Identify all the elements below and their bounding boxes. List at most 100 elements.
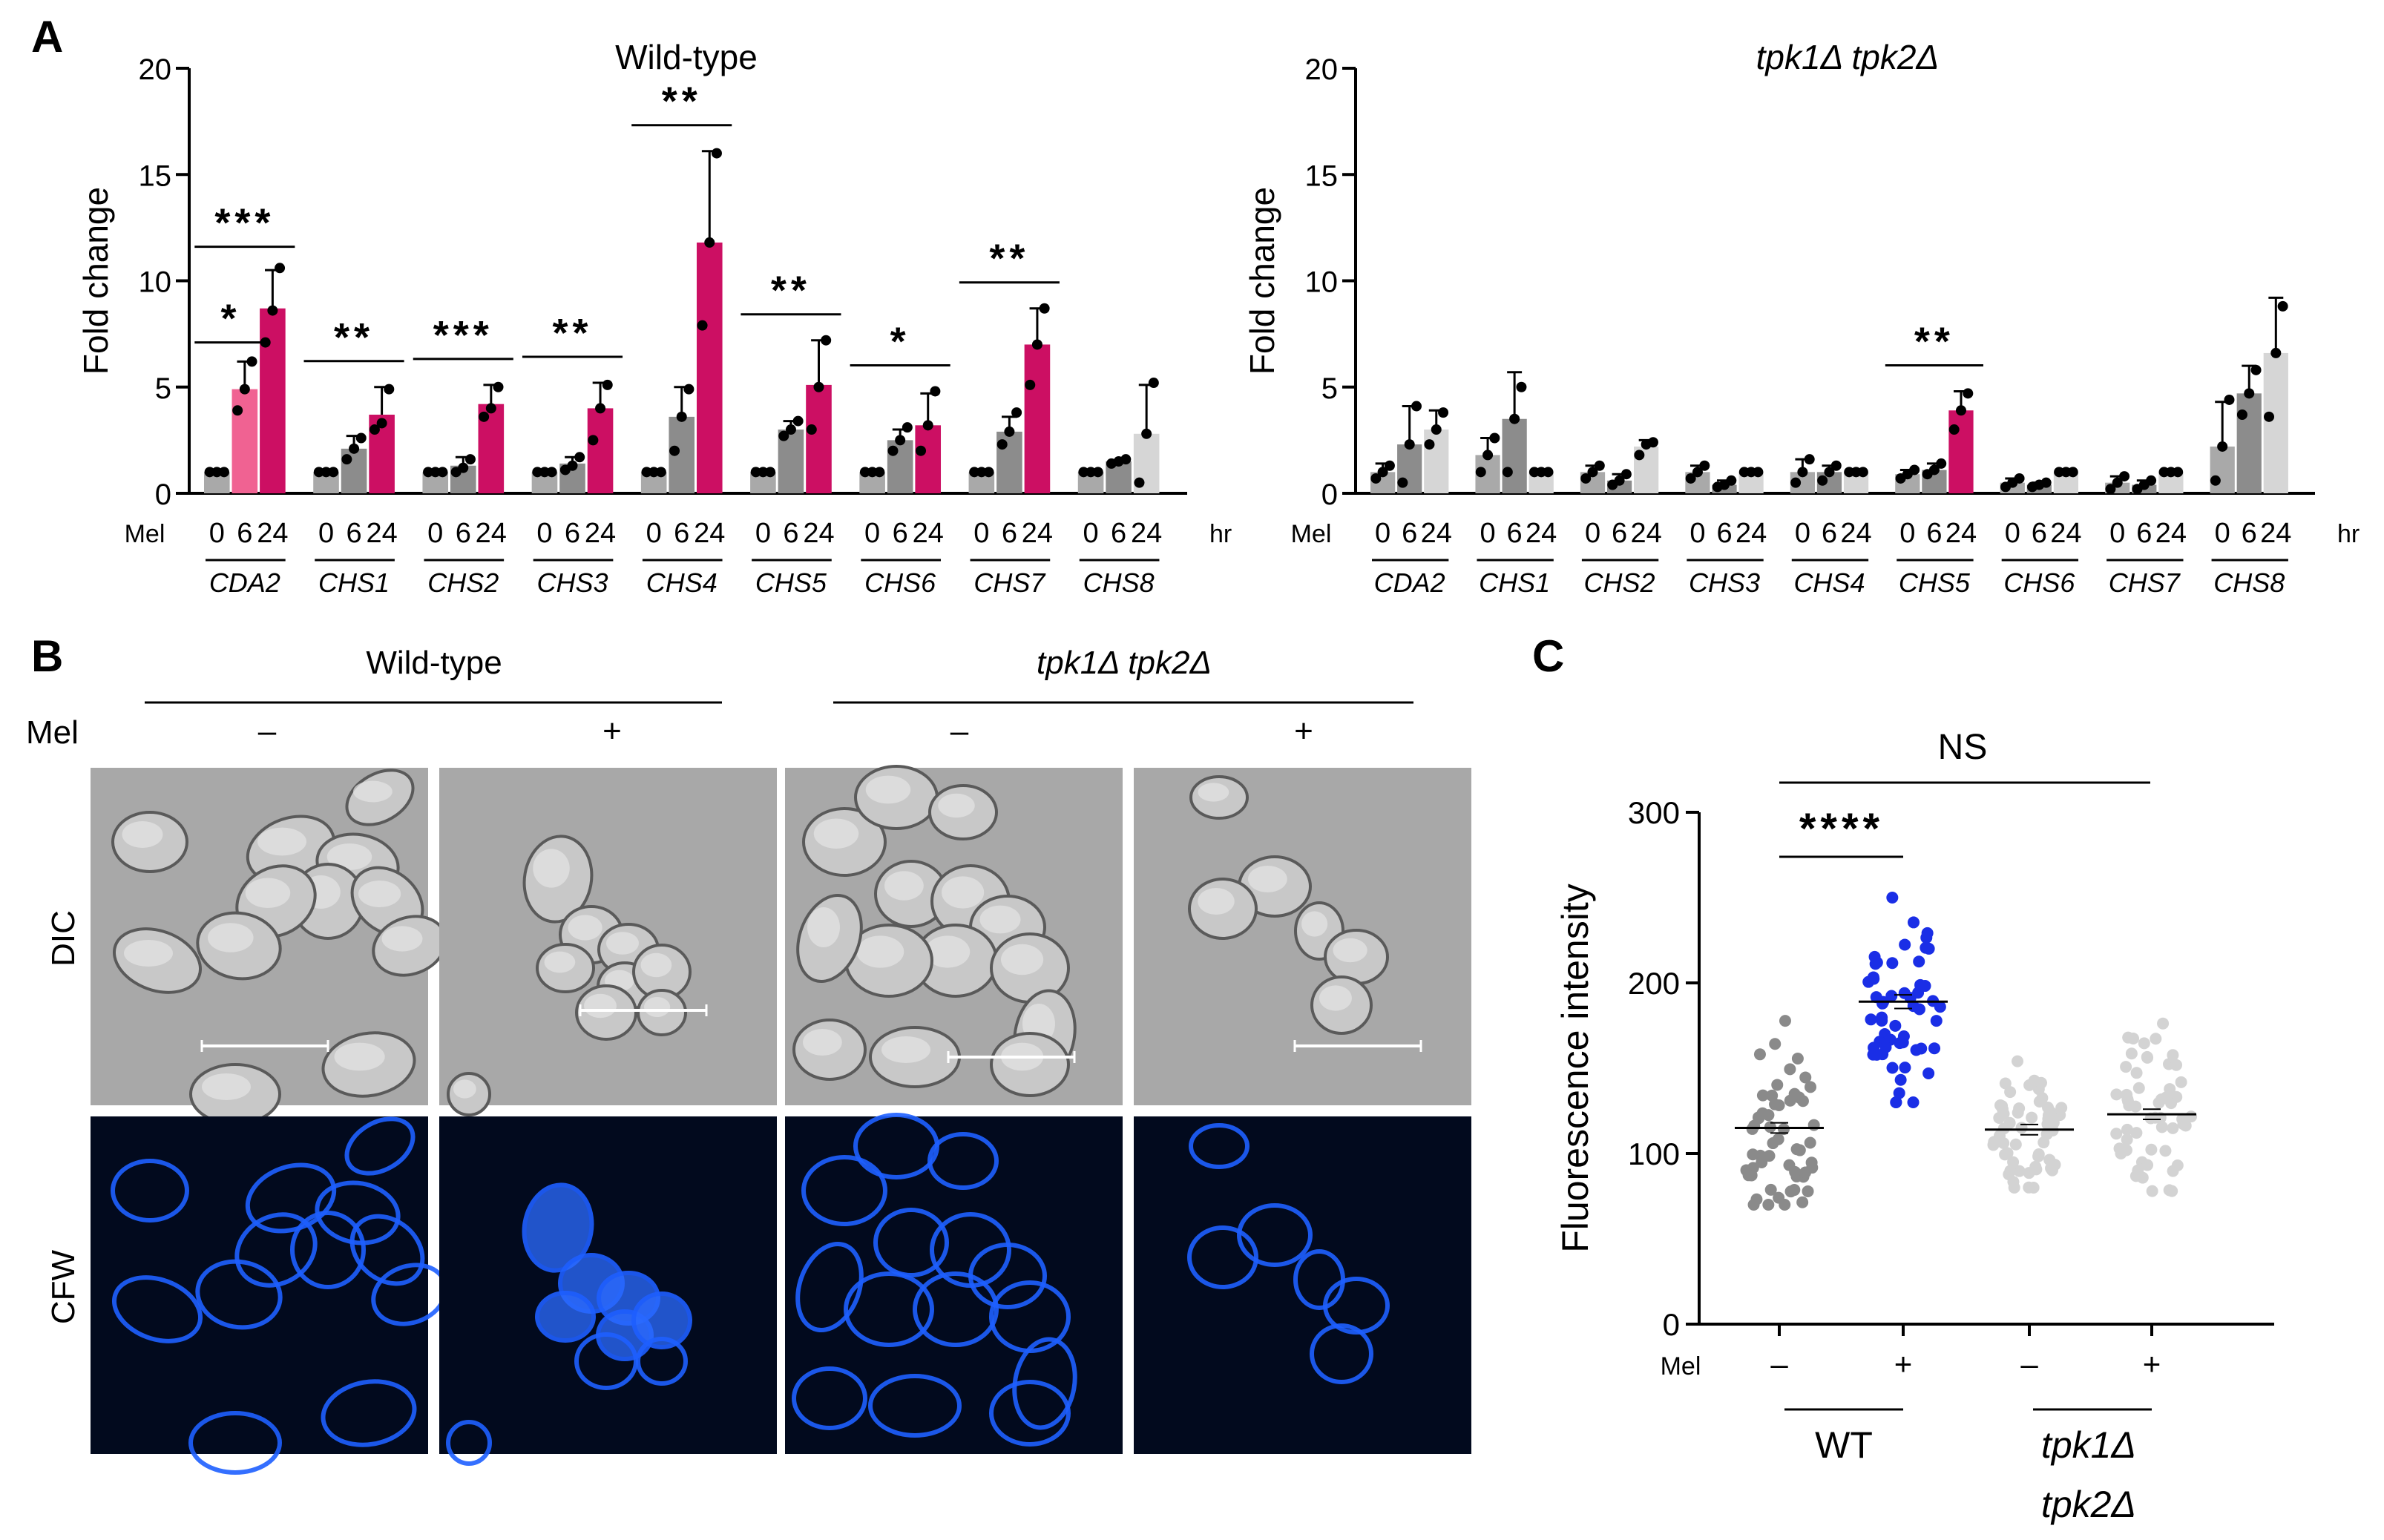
data-point [2217, 441, 2228, 452]
cfw-cell [234, 1212, 318, 1288]
cfw-cell [792, 1366, 867, 1430]
data-point [321, 467, 332, 478]
bar [2263, 352, 2288, 493]
data-point [641, 467, 652, 478]
dic-cell-highlight [1248, 866, 1287, 892]
scatter-point [1994, 1099, 2006, 1112]
y-tick-label: 5 [1321, 372, 1338, 405]
data-point [437, 467, 448, 478]
data-point [683, 384, 694, 395]
time-label: 24 [1945, 518, 1977, 549]
data-point [376, 418, 387, 429]
data-point [1699, 460, 1710, 471]
dic-cell-highlight [326, 843, 372, 870]
time-label: 0 [864, 518, 880, 549]
dic-cell-highlight [1198, 783, 1229, 802]
dic-cell-highlight [334, 1042, 385, 1071]
scatter-point [1997, 1122, 2010, 1135]
scatter-point [2159, 1145, 2172, 1157]
cfw-cell [795, 1241, 864, 1333]
scatter-point [2037, 1136, 2050, 1149]
hr-label: hr [1209, 520, 1232, 548]
scatter-point [1763, 1150, 1776, 1162]
scatter-point [1894, 1037, 1906, 1050]
scatter-point [1802, 1185, 1814, 1197]
data-point [1587, 467, 1598, 478]
scatter-point [1876, 1011, 1888, 1024]
cfw-cell [111, 1275, 203, 1343]
cfw-cell [535, 1291, 596, 1343]
dic-cell-highlight [568, 915, 602, 941]
cfw-cell [290, 1211, 366, 1289]
scatter-point [1791, 1052, 1804, 1064]
gene-label: CHS1 [318, 567, 390, 598]
data-point [341, 454, 352, 465]
scatter-point [1807, 1119, 1820, 1131]
time-label: 24 [585, 518, 616, 549]
significance-label: *** [214, 201, 275, 246]
data-point [2244, 388, 2255, 399]
scatter-point [2120, 1061, 2132, 1073]
gene-label: CDA2 [1374, 567, 1445, 598]
dic-cell-highlight [640, 952, 672, 978]
gene-label: CHS4 [646, 567, 718, 598]
data-point [1086, 467, 1097, 478]
data-point [423, 467, 434, 478]
data-point [1011, 407, 1022, 418]
time-label: 24 [2260, 518, 2291, 549]
scatter-point [2043, 1154, 2056, 1166]
gene-label: CHS8 [2213, 567, 2285, 598]
time-label: 0 [2215, 518, 2230, 549]
scatter-point [2130, 1127, 2143, 1139]
cfw-cell [989, 1380, 1071, 1447]
scatter-point [2121, 1133, 2133, 1146]
gene-label: CHS2 [427, 567, 499, 598]
group-label-mut-line1: tpk1Δ [2041, 1424, 2136, 1466]
panel-label-c: C [1532, 631, 1564, 681]
x-category-label: – [2020, 1346, 2038, 1381]
dic-cell-highlight [544, 951, 576, 973]
data-point [430, 467, 441, 478]
dic-cell-highlight [202, 1073, 251, 1100]
scatter-point [2012, 1055, 2024, 1067]
data-point [655, 467, 666, 478]
scatter-point [1886, 892, 1899, 904]
dic-cell-highlight [257, 827, 306, 856]
time-label: 0 [1083, 518, 1099, 549]
data-point [1148, 378, 1159, 389]
scatter-point [2003, 1168, 2015, 1181]
x-category-label: – [1770, 1346, 1788, 1381]
row-label-dic: DIC [45, 910, 82, 967]
time-label: 24 [476, 518, 507, 549]
data-point [384, 384, 395, 395]
data-point [602, 379, 613, 390]
data-point [2236, 409, 2247, 420]
dic-cell-highlight [584, 993, 617, 1019]
data-point [1685, 473, 1696, 484]
data-point [567, 460, 578, 471]
bar [2236, 393, 2262, 493]
data-point [1025, 379, 1036, 390]
time-label: 6 [2032, 518, 2047, 549]
significance-label: ** [552, 311, 592, 355]
scatter-point [1908, 916, 1920, 929]
x-category-label: + [1894, 1346, 1913, 1381]
data-point [2040, 477, 2052, 488]
scatter-point [2113, 1142, 2126, 1155]
data-point [574, 452, 585, 463]
time-label: 6 [1507, 518, 1523, 549]
dic-cell-highlight [1001, 944, 1044, 975]
time-label: 0 [318, 518, 334, 549]
y-axis-label: Fluorescence intensity [1554, 883, 1596, 1252]
dic-cell-highlight [208, 923, 254, 952]
time-label: 6 [783, 518, 798, 549]
data-point [1620, 469, 1632, 480]
dic-cell-highlight [942, 876, 985, 909]
gene-label: CHS1 [1479, 567, 1550, 598]
scatter-point [2136, 1171, 2149, 1184]
scatter-point [1788, 1087, 1801, 1100]
panel-label-b: B [31, 631, 63, 681]
data-point [211, 467, 223, 478]
scatter-point [1868, 973, 1880, 985]
dic-cell-highlight [925, 935, 971, 968]
